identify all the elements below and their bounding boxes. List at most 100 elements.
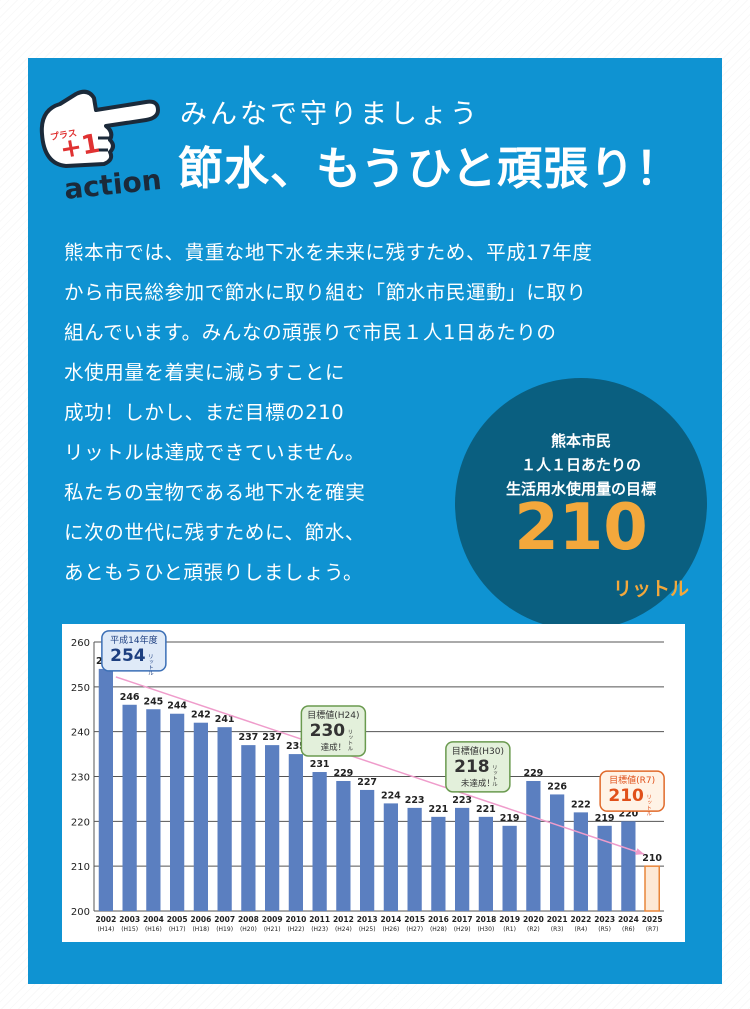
trend-arrowhead: [635, 848, 645, 855]
target-line-1: 熊本市民: [550, 432, 611, 450]
x-tick-label: 2013: [357, 915, 378, 924]
page-subtitle: みんなで守りましょう: [180, 99, 480, 130]
x-era-label: (R4): [575, 926, 588, 933]
bar: [644, 865, 660, 912]
x-tick-label: 2008: [238, 915, 259, 924]
y-tick-label: 260: [71, 638, 90, 649]
callout-value: 218: [454, 757, 490, 777]
x-tick-label: 2010: [285, 915, 306, 924]
data-label: 210: [642, 853, 662, 864]
callout-note: 未達成！: [461, 778, 495, 789]
bar: [193, 722, 208, 911]
callout-value: 254: [110, 646, 146, 666]
target-unit: リットル: [612, 578, 689, 600]
data-label: 241: [215, 714, 235, 725]
data-label: 229: [333, 768, 353, 779]
x-era-label: (H23): [311, 926, 328, 933]
bar: [597, 825, 612, 911]
x-tick-label: 2022: [570, 915, 591, 924]
bar: [217, 727, 232, 911]
bar: [621, 821, 636, 911]
bar: [122, 704, 137, 911]
body-line: リットルは達成できていません。: [64, 441, 365, 464]
callout-box: [599, 770, 665, 812]
body-line: 水使用量を着実に減らすことに: [64, 361, 346, 384]
bar: [455, 807, 470, 911]
callout-unit: リットル: [645, 794, 652, 816]
x-era-label: (H29): [454, 926, 471, 933]
x-tick-label: 2002: [95, 915, 116, 924]
y-tick-label: 200: [71, 907, 90, 918]
x-tick-label: 2024: [618, 915, 639, 924]
bar: [265, 745, 280, 911]
target-circle: 熊本市民 １人１日あたりの 生活用水使用量の目標 210 リットル: [455, 378, 707, 630]
x-era-label: (H28): [430, 926, 447, 933]
callout-label: 目標値(H30): [452, 745, 504, 757]
target-line-2: １人１日あたりの: [520, 456, 641, 474]
callout-unit: リットル: [491, 765, 498, 787]
bar: [478, 816, 493, 911]
y-tick-label: 240: [71, 728, 90, 739]
callout-label: 平成14年度: [110, 634, 157, 646]
x-era-label: (H21): [264, 926, 281, 933]
data-label: 235: [286, 741, 306, 752]
y-tick-label: 210: [71, 862, 90, 873]
data-label: 231: [310, 759, 330, 770]
bar: [550, 794, 565, 911]
x-era-label: (H25): [359, 926, 376, 933]
body-line: 組んでいます。みんなの頑張りで市民１人1日あたりの: [64, 321, 557, 344]
x-tick-label: 2014: [380, 915, 401, 924]
bar: [526, 780, 541, 911]
body-line: 熊本市では、貴重な地下水を未来に残すため、平成17年度: [64, 241, 593, 264]
x-tick-label: 2025: [642, 915, 663, 924]
data-label: 245: [143, 696, 163, 707]
data-label: 222: [571, 799, 591, 810]
target-line-3: 生活用水使用量の目標: [505, 480, 656, 498]
x-tick-label: 2009: [262, 915, 283, 924]
x-era-label: (R1): [503, 926, 516, 933]
data-label: 224: [381, 790, 401, 801]
y-tick-label: 230: [71, 773, 90, 784]
data-label: 237: [238, 732, 258, 743]
bar: [336, 780, 351, 911]
x-tick-label: 2005: [167, 915, 188, 924]
y-tick-label: 250: [71, 683, 90, 694]
callout-value: 230: [310, 721, 346, 741]
callout-unit: リットル: [147, 654, 154, 676]
bar: [502, 825, 517, 911]
x-era-label: (H26): [382, 926, 399, 933]
bar: [431, 816, 446, 911]
x-era-label: (R6): [622, 926, 635, 933]
data-label: 221: [476, 804, 496, 815]
x-era-label: (H18): [192, 926, 209, 933]
x-era-label: (H22): [287, 926, 304, 933]
data-label: 223: [405, 795, 425, 806]
x-tick-label: 2011: [309, 915, 330, 924]
chart-area: 200 210 220 230 240 250 260 254 2002 (H14) 246 2003…: [62, 624, 685, 942]
water-usage-chart: 200 210 220 230 240 250 260 254 2002 (H14) 246 2003…: [71, 630, 665, 933]
target-value: 210: [514, 491, 648, 565]
x-tick-label: 2004: [143, 915, 164, 924]
data-label: 219: [500, 813, 520, 824]
x-era-label: (R5): [598, 926, 611, 933]
bar: [288, 754, 303, 911]
body-line: から市民総参加で節水に取り組む「節水市民運動」に取り: [64, 281, 587, 304]
x-tick-label: 2017: [452, 915, 473, 924]
data-label: 223: [452, 795, 472, 806]
x-tick-label: 2023: [594, 915, 615, 924]
bar: [170, 713, 185, 911]
x-tick-label: 2020: [523, 915, 544, 924]
trend-line: [115, 676, 645, 855]
bar: [241, 745, 256, 911]
callout-box: [445, 741, 511, 793]
x-era-label: (H30): [477, 926, 494, 933]
x-era-label: (H17): [169, 926, 186, 933]
x-era-label: (H19): [216, 926, 233, 933]
y-tick-label: 220: [71, 817, 90, 828]
data-label: 229: [523, 768, 543, 779]
x-tick-label: 2016: [428, 915, 449, 924]
bar: [98, 668, 113, 911]
x-tick-label: 2021: [547, 915, 568, 924]
x-tick-label: 2018: [475, 915, 496, 924]
x-era-label: (H14): [97, 926, 114, 933]
